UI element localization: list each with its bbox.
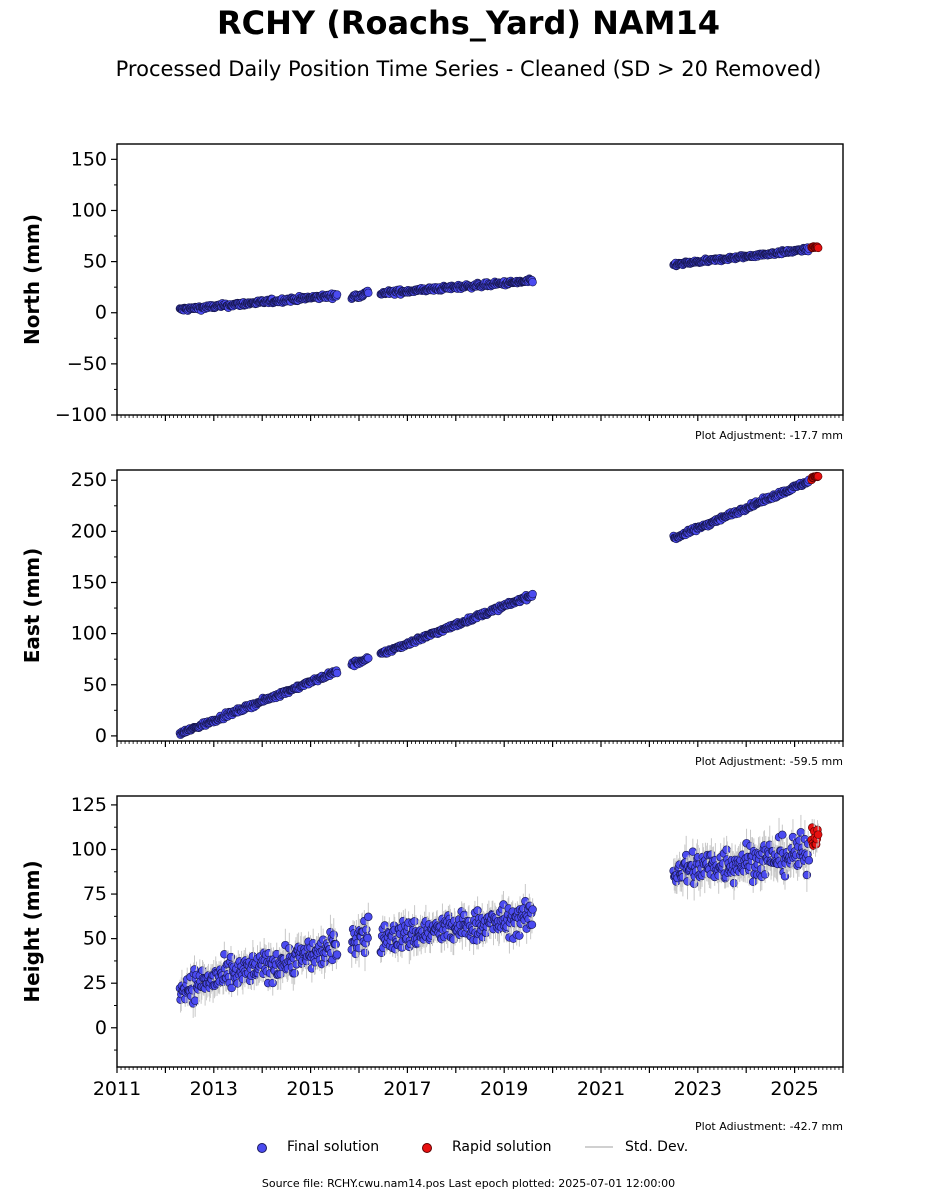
legend: Final solution Rapid solution Std. Dev. (0, 1136, 937, 1160)
y-tick-label: 125 (71, 794, 107, 816)
final-solution-point (329, 930, 338, 939)
final-solution-point (364, 288, 373, 298)
x-tick-label: 2017 (383, 1078, 431, 1100)
y-tick-label: 0 (95, 725, 107, 747)
y-tick-label: 50 (83, 674, 107, 696)
rapid-solution-point (813, 830, 823, 839)
final-solution-point (528, 905, 537, 914)
y-tick-label: 150 (71, 148, 107, 170)
final-solution-point (515, 931, 524, 940)
final-solution-point (190, 996, 200, 1005)
y-tick-label: −100 (55, 404, 107, 426)
final-solution-point (802, 870, 812, 880)
final-solution-point (528, 277, 537, 287)
final-solution-point (332, 290, 342, 299)
y-tick-label: 0 (95, 1017, 107, 1039)
final-solution-point (527, 920, 537, 929)
x-tick-label: 2021 (577, 1078, 625, 1100)
rapid-solution-point (813, 243, 823, 253)
x-tick-label: 2011 (93, 1078, 141, 1100)
chart-title: RCHY (Roachs_Yard) NAM14 (0, 4, 937, 42)
legend-final-label: Final solution (287, 1136, 379, 1158)
final-solution-marker (257, 1143, 267, 1153)
y-tick-label: −50 (67, 353, 107, 375)
final-solution-point (748, 877, 758, 887)
y-tick-label: 200 (71, 520, 107, 542)
legend-rapid-label: Rapid solution (452, 1136, 552, 1158)
y-tick-label: 100 (71, 623, 107, 645)
final-solution-point (364, 654, 373, 663)
x-tick-label: 2019 (480, 1078, 528, 1100)
final-solution-point (363, 933, 372, 943)
x-tick-label: 2025 (770, 1078, 818, 1100)
y-axis-label: East (mm) (20, 548, 44, 664)
final-solution-point (729, 878, 739, 888)
x-tick-label: 2023 (674, 1078, 722, 1100)
x-tick-label: 2015 (286, 1078, 334, 1100)
plot-adjustment-note: Plot Adjustment: -59.5 mm (695, 755, 843, 768)
y-tick-label: 75 (83, 883, 107, 905)
y-tick-label: 50 (83, 928, 107, 950)
final-solution-point (528, 589, 537, 599)
y-tick-label: 100 (71, 838, 107, 860)
y-tick-label: 0 (95, 302, 107, 324)
std-dev-line-swatch (585, 1146, 613, 1148)
plot-frame (116, 143, 844, 416)
final-solution-point (778, 830, 787, 840)
final-solution-point (332, 668, 342, 678)
y-tick-label: 25 (83, 972, 107, 994)
rapid-solution-point (813, 472, 823, 481)
final-solution-point (722, 845, 731, 854)
y-tick-label: 100 (71, 199, 107, 221)
final-solution-point (796, 828, 806, 837)
plot-adjustment-note: Plot Adjustment: -17.7 mm (695, 429, 843, 442)
x-tick-label: 2013 (190, 1078, 238, 1100)
y-tick-label: 250 (71, 469, 107, 491)
final-solution-point (290, 969, 299, 978)
rapid-solution-marker (422, 1143, 432, 1153)
final-solution-point (410, 917, 419, 926)
final-solution-point (804, 856, 814, 865)
chart-subtitle: Processed Daily Position Time Series - C… (0, 57, 937, 81)
legend-std-label: Std. Dev. (625, 1136, 688, 1158)
y-tick-label: 150 (71, 571, 107, 593)
y-tick-label: 50 (83, 251, 107, 273)
time-series-plots: −100 −50 0 50 100 150 North (mm) Plot Adjustmen… (20, 143, 844, 1130)
final-solution-point (473, 906, 482, 915)
final-solution-point (331, 940, 340, 949)
final-solution-point (268, 978, 277, 988)
final-solution-point (332, 950, 342, 959)
source-note: Source file: RCHY.cwu.nam14.pos Last epo… (0, 1177, 937, 1190)
final-solution-point (364, 912, 373, 922)
final-solution-point (362, 925, 371, 934)
y-axis-label: Height (mm) (20, 860, 44, 1002)
plot-adjustment-note: Plot Adjustment: -42.7 mm (695, 1120, 843, 1130)
y-axis-label: North (mm) (20, 214, 44, 345)
